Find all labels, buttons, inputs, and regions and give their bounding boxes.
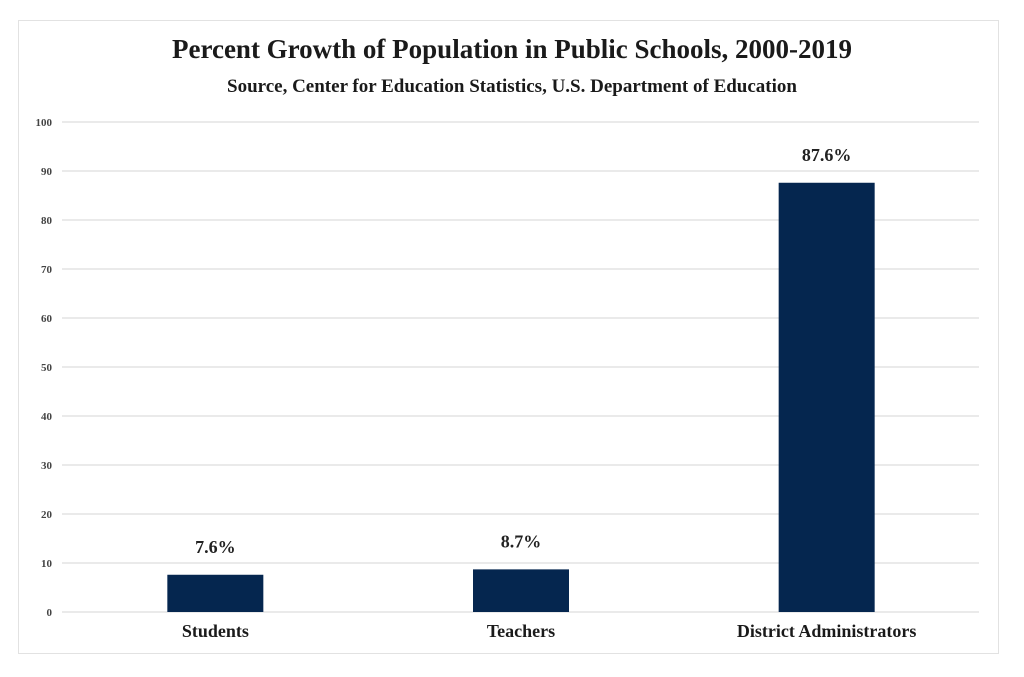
x-tick-label: Students xyxy=(182,621,249,641)
chart-subtitle: Source, Center for Education Statistics,… xyxy=(227,76,797,97)
y-tick-label: 20 xyxy=(41,509,53,521)
y-tick-label: 80 xyxy=(41,215,53,227)
x-tick-label: District Administrators xyxy=(737,621,916,641)
chart-frame xyxy=(18,20,999,654)
chart-title: Percent Growth of Population in Public S… xyxy=(171,34,853,64)
y-tick-label: 0 xyxy=(47,607,53,619)
x-tick-label: Teachers xyxy=(487,621,555,641)
y-tick-label: 10 xyxy=(41,558,53,570)
data-label: 8.7% xyxy=(501,531,542,551)
data-label: 87.6% xyxy=(802,145,852,165)
y-tick-label: 100 xyxy=(36,117,53,129)
y-tick-label: 50 xyxy=(41,362,53,374)
y-tick-label: 40 xyxy=(41,411,53,423)
y-tick-label: 30 xyxy=(41,460,53,472)
y-tick-label: 70 xyxy=(41,264,53,276)
bar-district-administrators xyxy=(778,182,875,612)
y-tick-label: 60 xyxy=(41,313,53,325)
data-label: 7.6% xyxy=(195,537,236,557)
bar-students xyxy=(167,574,264,612)
bar-teachers xyxy=(473,569,569,612)
y-tick-label: 90 xyxy=(41,166,53,178)
